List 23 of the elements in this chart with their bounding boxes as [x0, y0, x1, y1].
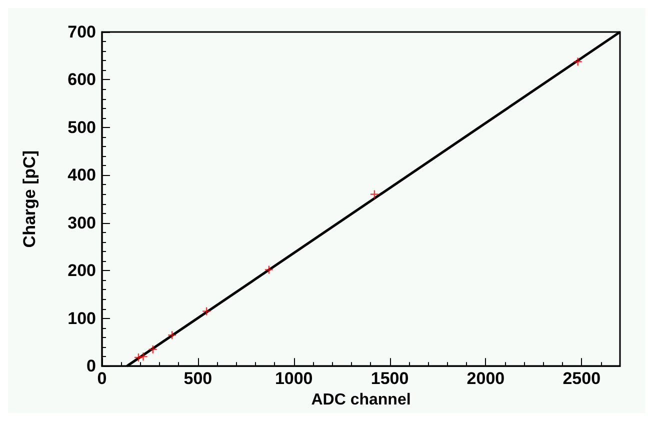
point	[167, 330, 177, 340]
x-tick-label: 1000	[274, 369, 313, 388]
point	[134, 352, 144, 362]
y-tick-label: 500	[68, 118, 96, 137]
y-tick-label: 100	[68, 308, 96, 328]
point	[148, 344, 158, 354]
y-tick-label: 200	[68, 261, 96, 280]
y-tick-label: 700	[68, 22, 96, 42]
x-tick-label: 500	[184, 369, 212, 388]
x-tick-label: 1500	[370, 369, 409, 388]
y-tick-label: 0	[86, 356, 96, 376]
y-axis-title: Charge [pC]	[20, 150, 39, 248]
y-tick-label: 600	[68, 70, 96, 90]
point	[202, 306, 212, 316]
x-tick-label: 2000	[466, 369, 505, 388]
y-tick-label: 400	[68, 166, 96, 185]
point	[138, 352, 148, 362]
x-tick-label: 2500	[562, 369, 601, 388]
x-axis-title: ADC channel	[311, 392, 411, 408]
point	[370, 190, 380, 199]
point	[573, 56, 582, 66]
point	[264, 265, 274, 274]
y-tick-label: 300	[68, 213, 96, 232]
